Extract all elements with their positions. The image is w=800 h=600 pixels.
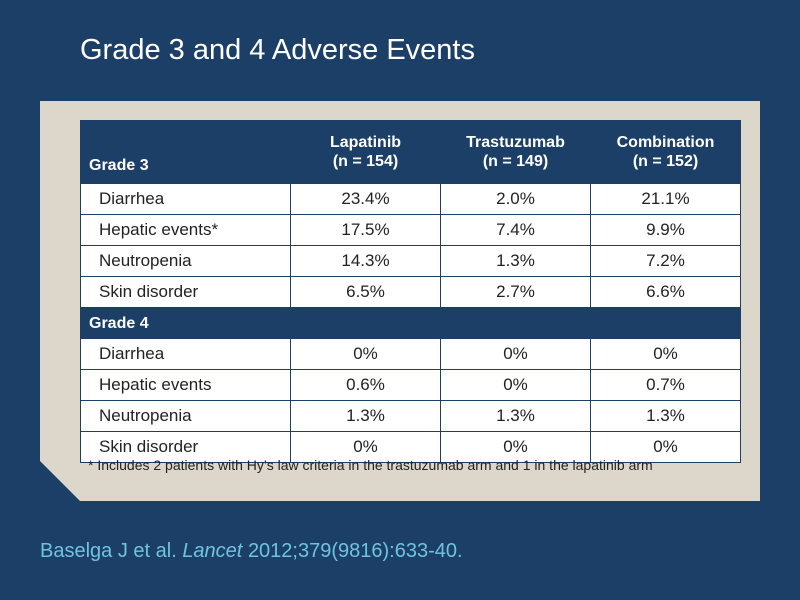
citation-journal: Lancet <box>182 540 243 562</box>
header-row: Grade 3 Lapatinib (n = 154) Trastuzumab … <box>80 120 741 184</box>
column-name: Trastuzumab <box>466 134 565 151</box>
table-row: Diarrhea 0% 0% 0% <box>80 338 741 370</box>
cell-lapatinib: 23.4% <box>290 183 441 215</box>
cell-lapatinib: 6.5% <box>290 276 441 308</box>
cell-combination: 0% <box>590 431 741 463</box>
row-label: Diarrhea <box>80 338 291 370</box>
cell-lapatinib: 1.3% <box>290 400 441 432</box>
cell-combination: 1.3% <box>590 400 741 432</box>
cell-trastuzumab: 1.3% <box>440 245 591 277</box>
cell-combination: 0.7% <box>590 369 741 401</box>
column-header-trastuzumab: Trastuzumab (n = 149) <box>440 120 591 184</box>
column-n: (n = 149) <box>482 153 549 170</box>
cell-trastuzumab: 1.3% <box>440 400 591 432</box>
citation: Baselga J et al. Lancet 2012;379(9816):6… <box>40 540 463 563</box>
column-n: (n = 154) <box>332 153 399 170</box>
cell-trastuzumab: 0% <box>440 369 591 401</box>
column-header-combination: Combination (n = 152) <box>590 120 741 184</box>
grade4-section-row: Grade 4 <box>80 307 741 339</box>
row-label: Diarrhea <box>80 183 291 215</box>
cell-lapatinib: 0.6% <box>290 369 441 401</box>
table-row: Hepatic events 0.6% 0% 0.7% <box>80 369 741 401</box>
cell-combination: 7.2% <box>590 245 741 277</box>
cell-combination: 0% <box>590 338 741 370</box>
cell-trastuzumab: 0% <box>440 338 591 370</box>
cell-combination: 9.9% <box>590 214 741 246</box>
table-row: Neutropenia 1.3% 1.3% 1.3% <box>80 400 741 432</box>
grade3-header: Grade 3 <box>80 120 291 184</box>
adverse-events-table: Grade 3 Lapatinib (n = 154) Trastuzumab … <box>80 120 741 463</box>
cell-combination: 6.6% <box>590 276 741 308</box>
cell-trastuzumab: 7.4% <box>440 214 591 246</box>
table-row: Diarrhea 23.4% 2.0% 21.1% <box>80 183 741 215</box>
row-label: Hepatic events* <box>80 214 291 246</box>
column-n: (n = 152) <box>632 153 699 170</box>
cell-lapatinib: 14.3% <box>290 245 441 277</box>
slide-title: Grade 3 and 4 Adverse Events <box>80 34 475 66</box>
table-row: Hepatic events* 17.5% 7.4% 9.9% <box>80 214 741 246</box>
grade4-header: Grade 4 <box>80 307 741 339</box>
citation-details: 2012;379(9816):633-40. <box>247 540 463 562</box>
cell-trastuzumab: 2.7% <box>440 276 591 308</box>
cell-combination: 21.1% <box>590 183 741 215</box>
column-name: Lapatinib <box>329 134 402 151</box>
column-name: Combination <box>616 134 715 151</box>
row-label: Skin disorder <box>80 276 291 308</box>
cell-lapatinib: 0% <box>290 338 441 370</box>
row-label: Neutropenia <box>80 245 291 277</box>
cell-trastuzumab: 2.0% <box>440 183 591 215</box>
table-row: Skin disorder 0% 0% 0% <box>80 431 741 463</box>
column-header-lapatinib: Lapatinib (n = 154) <box>290 120 441 184</box>
table-row: Neutropenia 14.3% 1.3% 7.2% <box>80 245 741 277</box>
cell-lapatinib: 0% <box>290 431 441 463</box>
cell-lapatinib: 17.5% <box>290 214 441 246</box>
row-label: Skin disorder <box>80 431 291 463</box>
cell-trastuzumab: 0% <box>440 431 591 463</box>
table-row: Skin disorder 6.5% 2.7% 6.6% <box>80 276 741 308</box>
citation-authors: Baselga J et al. <box>40 540 177 562</box>
row-label: Neutropenia <box>80 400 291 432</box>
row-label: Hepatic events <box>80 369 291 401</box>
table-footnote: * Includes 2 patients with Hy’s law crit… <box>88 457 653 473</box>
